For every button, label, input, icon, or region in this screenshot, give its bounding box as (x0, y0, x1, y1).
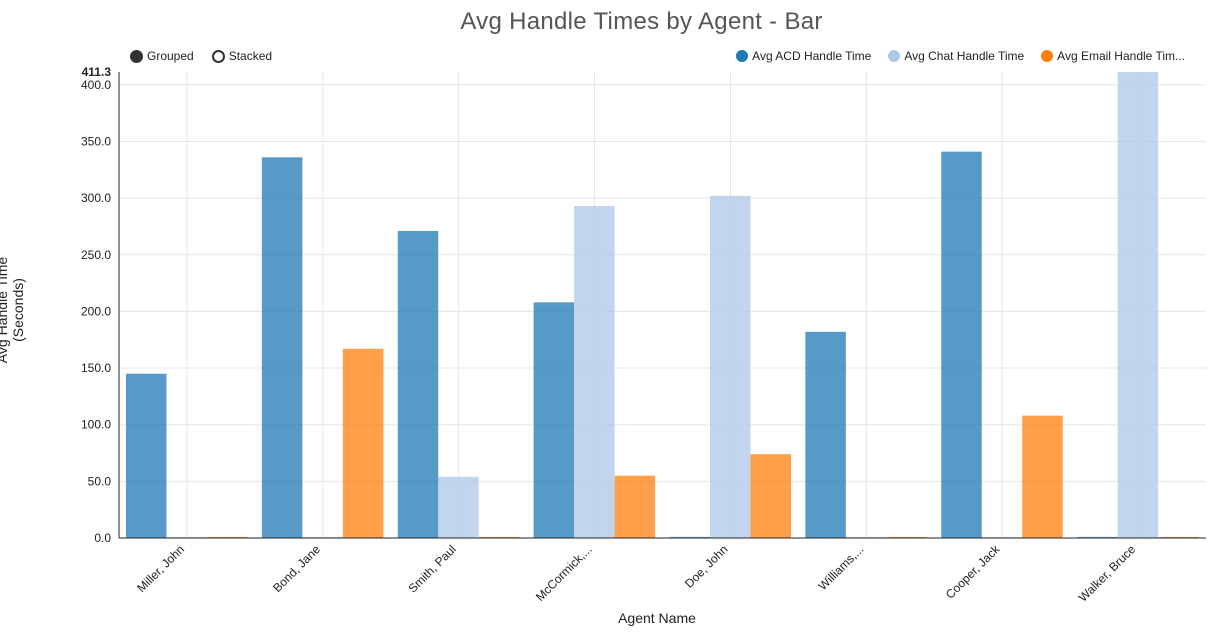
x-tick-label: Doe, John (682, 542, 731, 591)
layout-toggle: Grouped Stacked (130, 49, 272, 63)
bar (805, 331, 846, 538)
bar (614, 475, 656, 538)
bar (710, 195, 751, 539)
y-tick-label: 350.0 (81, 134, 111, 148)
y-tick-label: 200.0 (81, 304, 111, 318)
x-tick-label: Bond, Jane (270, 542, 323, 595)
x-tick-label: Walker, Bruce (1076, 542, 1139, 605)
chart-title: Avg Handle Times by Agent - Bar (460, 8, 823, 35)
bar (261, 157, 303, 538)
y-tick-label: 100.0 (81, 418, 111, 432)
y-max-label: 411.3 (82, 65, 112, 79)
y-tick-label: 0.0 (94, 531, 111, 545)
legend-item-email[interactable]: Avg Email Handle Tim... (1041, 49, 1185, 63)
legend-item-acd[interactable]: Avg ACD Handle Time (736, 49, 871, 63)
bar (438, 476, 479, 538)
grouped-label: Grouped (147, 49, 194, 63)
bar (397, 230, 439, 538)
bar (126, 373, 167, 538)
legend-label-chat: Avg Chat Handle Time (904, 49, 1025, 63)
legend-dot-icon (888, 50, 901, 62)
chart-legend: Avg ACD Handle Time Avg Chat Handle Time… (736, 49, 1185, 63)
bar (574, 206, 615, 538)
x-tick-label: Williams,... (816, 542, 867, 593)
y-tick-label: 50.0 (88, 474, 112, 488)
x-axis-label: Agent Name (618, 610, 696, 626)
legend-dot-icon (736, 50, 749, 62)
legend-dot-icon (1041, 50, 1054, 62)
bar (1117, 72, 1159, 538)
y-tick-label: 250.0 (81, 248, 111, 262)
y-axis-label: Avg Handle Time (Seconds) (0, 256, 26, 364)
y-tick-label: 150.0 (81, 361, 111, 375)
x-tick-label: McCormick,... (533, 542, 595, 604)
bar (342, 348, 384, 538)
stacked-radio-icon[interactable] (211, 49, 225, 63)
stacked-option[interactable]: Stacked (211, 49, 273, 63)
bar (750, 454, 791, 538)
legend-label-acd: Avg ACD Handle Time (752, 49, 872, 63)
bar (533, 302, 575, 538)
bar (1022, 415, 1063, 538)
grouped-option[interactable]: Grouped (130, 49, 194, 63)
grouped-radio-icon[interactable] (130, 49, 143, 63)
bar (941, 151, 982, 538)
y-tick-label: 400.0 (81, 78, 111, 92)
y-tick-label: 300.0 (81, 191, 111, 205)
x-tick-label: Cooper, Jack (943, 542, 1003, 602)
stacked-label: Stacked (228, 49, 273, 63)
legend-label-email: Avg Email Handle Tim... (1057, 49, 1185, 63)
x-tick-label: Smith, Paul (406, 542, 459, 595)
x-tick-label: Miller, John (134, 542, 187, 595)
legend-item-chat[interactable]: Avg Chat Handle Time (888, 49, 1024, 63)
